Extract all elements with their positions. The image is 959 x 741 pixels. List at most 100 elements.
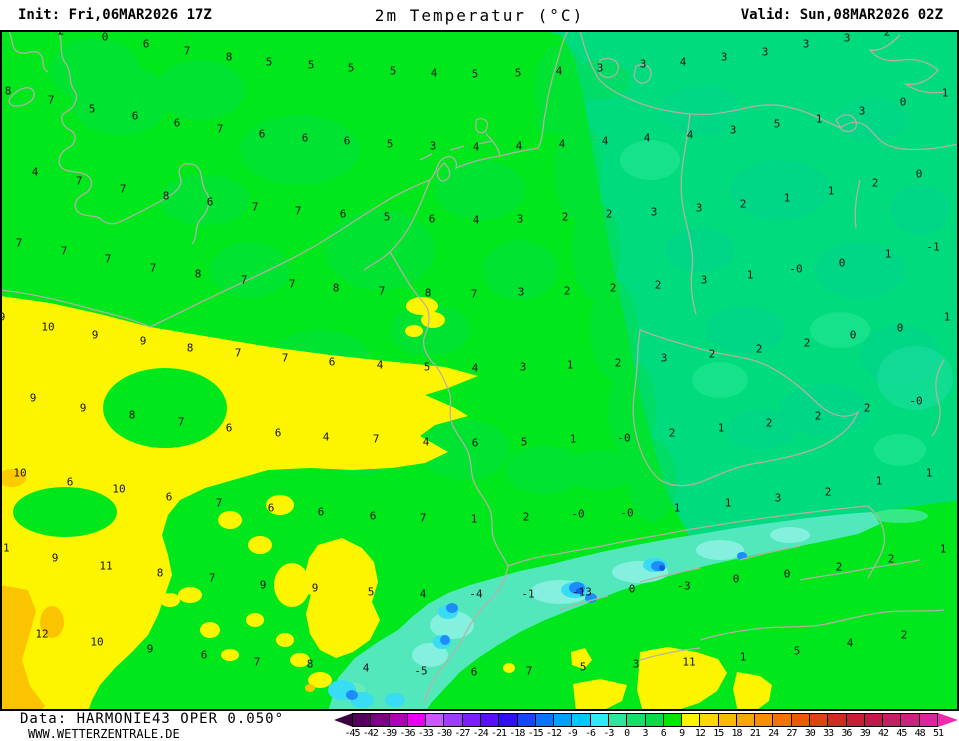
temp-value-label: 2 bbox=[835, 560, 843, 574]
temp-value-label: 6 bbox=[343, 134, 351, 148]
legend-color-box bbox=[901, 714, 920, 726]
legend-tick-label: 24 bbox=[768, 728, 779, 739]
legend-color-box bbox=[846, 714, 865, 726]
temp-value-label: 3 bbox=[700, 273, 708, 287]
temp-value-label: 5 bbox=[579, 660, 587, 674]
legend-tick-label: 27 bbox=[786, 728, 797, 739]
legend-color-box bbox=[773, 714, 792, 726]
legend-tick-label: -6 bbox=[585, 728, 596, 739]
temp-value-label: 7 bbox=[15, 236, 23, 250]
legend-tick-label: 48 bbox=[914, 728, 926, 739]
temp-value-label: 6 bbox=[173, 116, 181, 130]
legend-color-box bbox=[608, 714, 628, 726]
temp-value-label: 12 bbox=[35, 627, 49, 641]
temp-value-label: 3 bbox=[761, 45, 769, 59]
temp-value-label: 1 bbox=[746, 268, 754, 282]
temp-value-label: 10 bbox=[41, 320, 55, 334]
temp-value-label: 8 bbox=[128, 408, 136, 422]
temp-value-label: 5 bbox=[389, 64, 397, 78]
temp-value-label: 6 bbox=[258, 127, 266, 141]
legend-color-box bbox=[810, 714, 829, 726]
temp-value-label: -5 bbox=[414, 664, 428, 678]
temp-value-label: 2 bbox=[755, 342, 763, 356]
temp-value-label: 4 bbox=[643, 131, 651, 145]
legend-color-box bbox=[353, 714, 372, 726]
temp-value-label: 3 bbox=[660, 351, 668, 365]
temp-value-label: 0 bbox=[628, 582, 636, 596]
temp-value-label: 7 bbox=[216, 122, 224, 136]
temp-value-label: 5 bbox=[520, 435, 528, 449]
legend-color-box bbox=[883, 714, 902, 726]
init-time-label: Init: Fri,06MAR2026 17Z bbox=[18, 7, 212, 23]
temp-value-label: 3 bbox=[639, 57, 647, 71]
temp-value-label: 9 bbox=[139, 334, 147, 348]
legend-color-box bbox=[407, 714, 427, 726]
temp-value-label: 1 bbox=[724, 496, 732, 510]
legend-color-box bbox=[517, 714, 536, 726]
temp-value-label: 6 bbox=[328, 355, 336, 369]
website-label: WWW.WETTERZENTRALE.DE bbox=[28, 727, 180, 741]
temp-value-label: 3 bbox=[429, 139, 437, 153]
legend-tick-label: 12 bbox=[694, 728, 706, 739]
temp-value-label: 9 bbox=[311, 581, 319, 595]
temp-value-label: 9 bbox=[146, 642, 154, 656]
temp-value-label: 3 bbox=[720, 50, 728, 64]
temp-value-label: 3 bbox=[695, 201, 703, 215]
temp-value-label: 2 bbox=[708, 347, 716, 361]
legend-tick-label: 33 bbox=[823, 728, 834, 739]
legend-color-box bbox=[627, 714, 646, 726]
temp-value-label: 2 bbox=[522, 510, 530, 524]
page-title: 2m Temperatur (°C) bbox=[374, 6, 585, 25]
temp-value-label: 1 bbox=[943, 310, 951, 324]
temp-value-label: 10 bbox=[112, 482, 126, 496]
temp-value-label: 4 bbox=[686, 128, 694, 142]
legend-tick-label: 3 bbox=[642, 728, 648, 739]
temp-value-label: 6 bbox=[66, 475, 74, 489]
temp-value-label: 10 bbox=[13, 466, 27, 480]
temp-value-label: 8 bbox=[306, 657, 314, 671]
temp-value-label: 10 bbox=[90, 635, 104, 649]
temp-value-label: 3 bbox=[596, 61, 604, 75]
temp-value-label: 1 bbox=[673, 501, 681, 515]
temp-value-label: 8 bbox=[225, 50, 233, 64]
temp-value-label: 2 bbox=[605, 207, 613, 221]
temp-value-label: 2 bbox=[900, 628, 908, 642]
temp-value-label: 7 bbox=[281, 351, 289, 365]
temp-value-label: 4 bbox=[846, 636, 854, 650]
temp-value-label: 5 bbox=[423, 360, 431, 374]
legend-color-box bbox=[791, 714, 811, 726]
temp-value-label: 4 bbox=[430, 66, 438, 80]
temp-value-label: 1 bbox=[875, 474, 883, 488]
temp-value-label: -0 bbox=[909, 394, 923, 408]
legend-arrow-left bbox=[334, 713, 353, 727]
legend-color-box bbox=[755, 714, 774, 726]
temp-value-label: 6 bbox=[317, 505, 325, 519]
legend-tick-label: -36 bbox=[399, 728, 415, 739]
legend-labels: -45 -42 -39 -36 -33 -30 -27 -24 -21 -18 -15 -12 -9 -6… bbox=[344, 728, 944, 740]
temp-value-label: 2 bbox=[814, 409, 822, 423]
temp-value-label: 7 bbox=[419, 511, 427, 525]
legend-tick-label: -21 bbox=[490, 728, 507, 739]
temp-value-label: 2 bbox=[561, 210, 569, 224]
legend-color-box bbox=[682, 714, 701, 726]
temp-value-label: 6 bbox=[131, 109, 139, 123]
temp-value-label: -3 bbox=[677, 579, 691, 593]
temp-value-label: 7 bbox=[251, 200, 259, 214]
legend-color-box bbox=[663, 714, 683, 726]
temp-value-label: 7 bbox=[119, 182, 127, 196]
legend-tick-label: 36 bbox=[841, 728, 852, 739]
temp-value-label: 1 bbox=[717, 421, 725, 435]
legend-tick-label: 30 bbox=[804, 728, 816, 739]
temp-value-label: 3 bbox=[729, 123, 737, 137]
temp-value-label: 1 bbox=[884, 247, 892, 261]
legend-tick-label: 6 bbox=[660, 728, 667, 739]
temp-value-label: 5 bbox=[347, 61, 355, 75]
temp-value-label: 11 bbox=[0, 541, 10, 555]
temp-value-label: 1 bbox=[783, 191, 791, 205]
legend-tick-label: 15 bbox=[713, 728, 724, 739]
temp-value-label: -4 bbox=[469, 587, 483, 601]
legend-tick-label: -39 bbox=[381, 728, 397, 739]
temp-value-label: 7 bbox=[372, 432, 380, 446]
temp-value-label: 6 bbox=[225, 421, 233, 435]
legend-tick-label: -30 bbox=[436, 728, 452, 739]
